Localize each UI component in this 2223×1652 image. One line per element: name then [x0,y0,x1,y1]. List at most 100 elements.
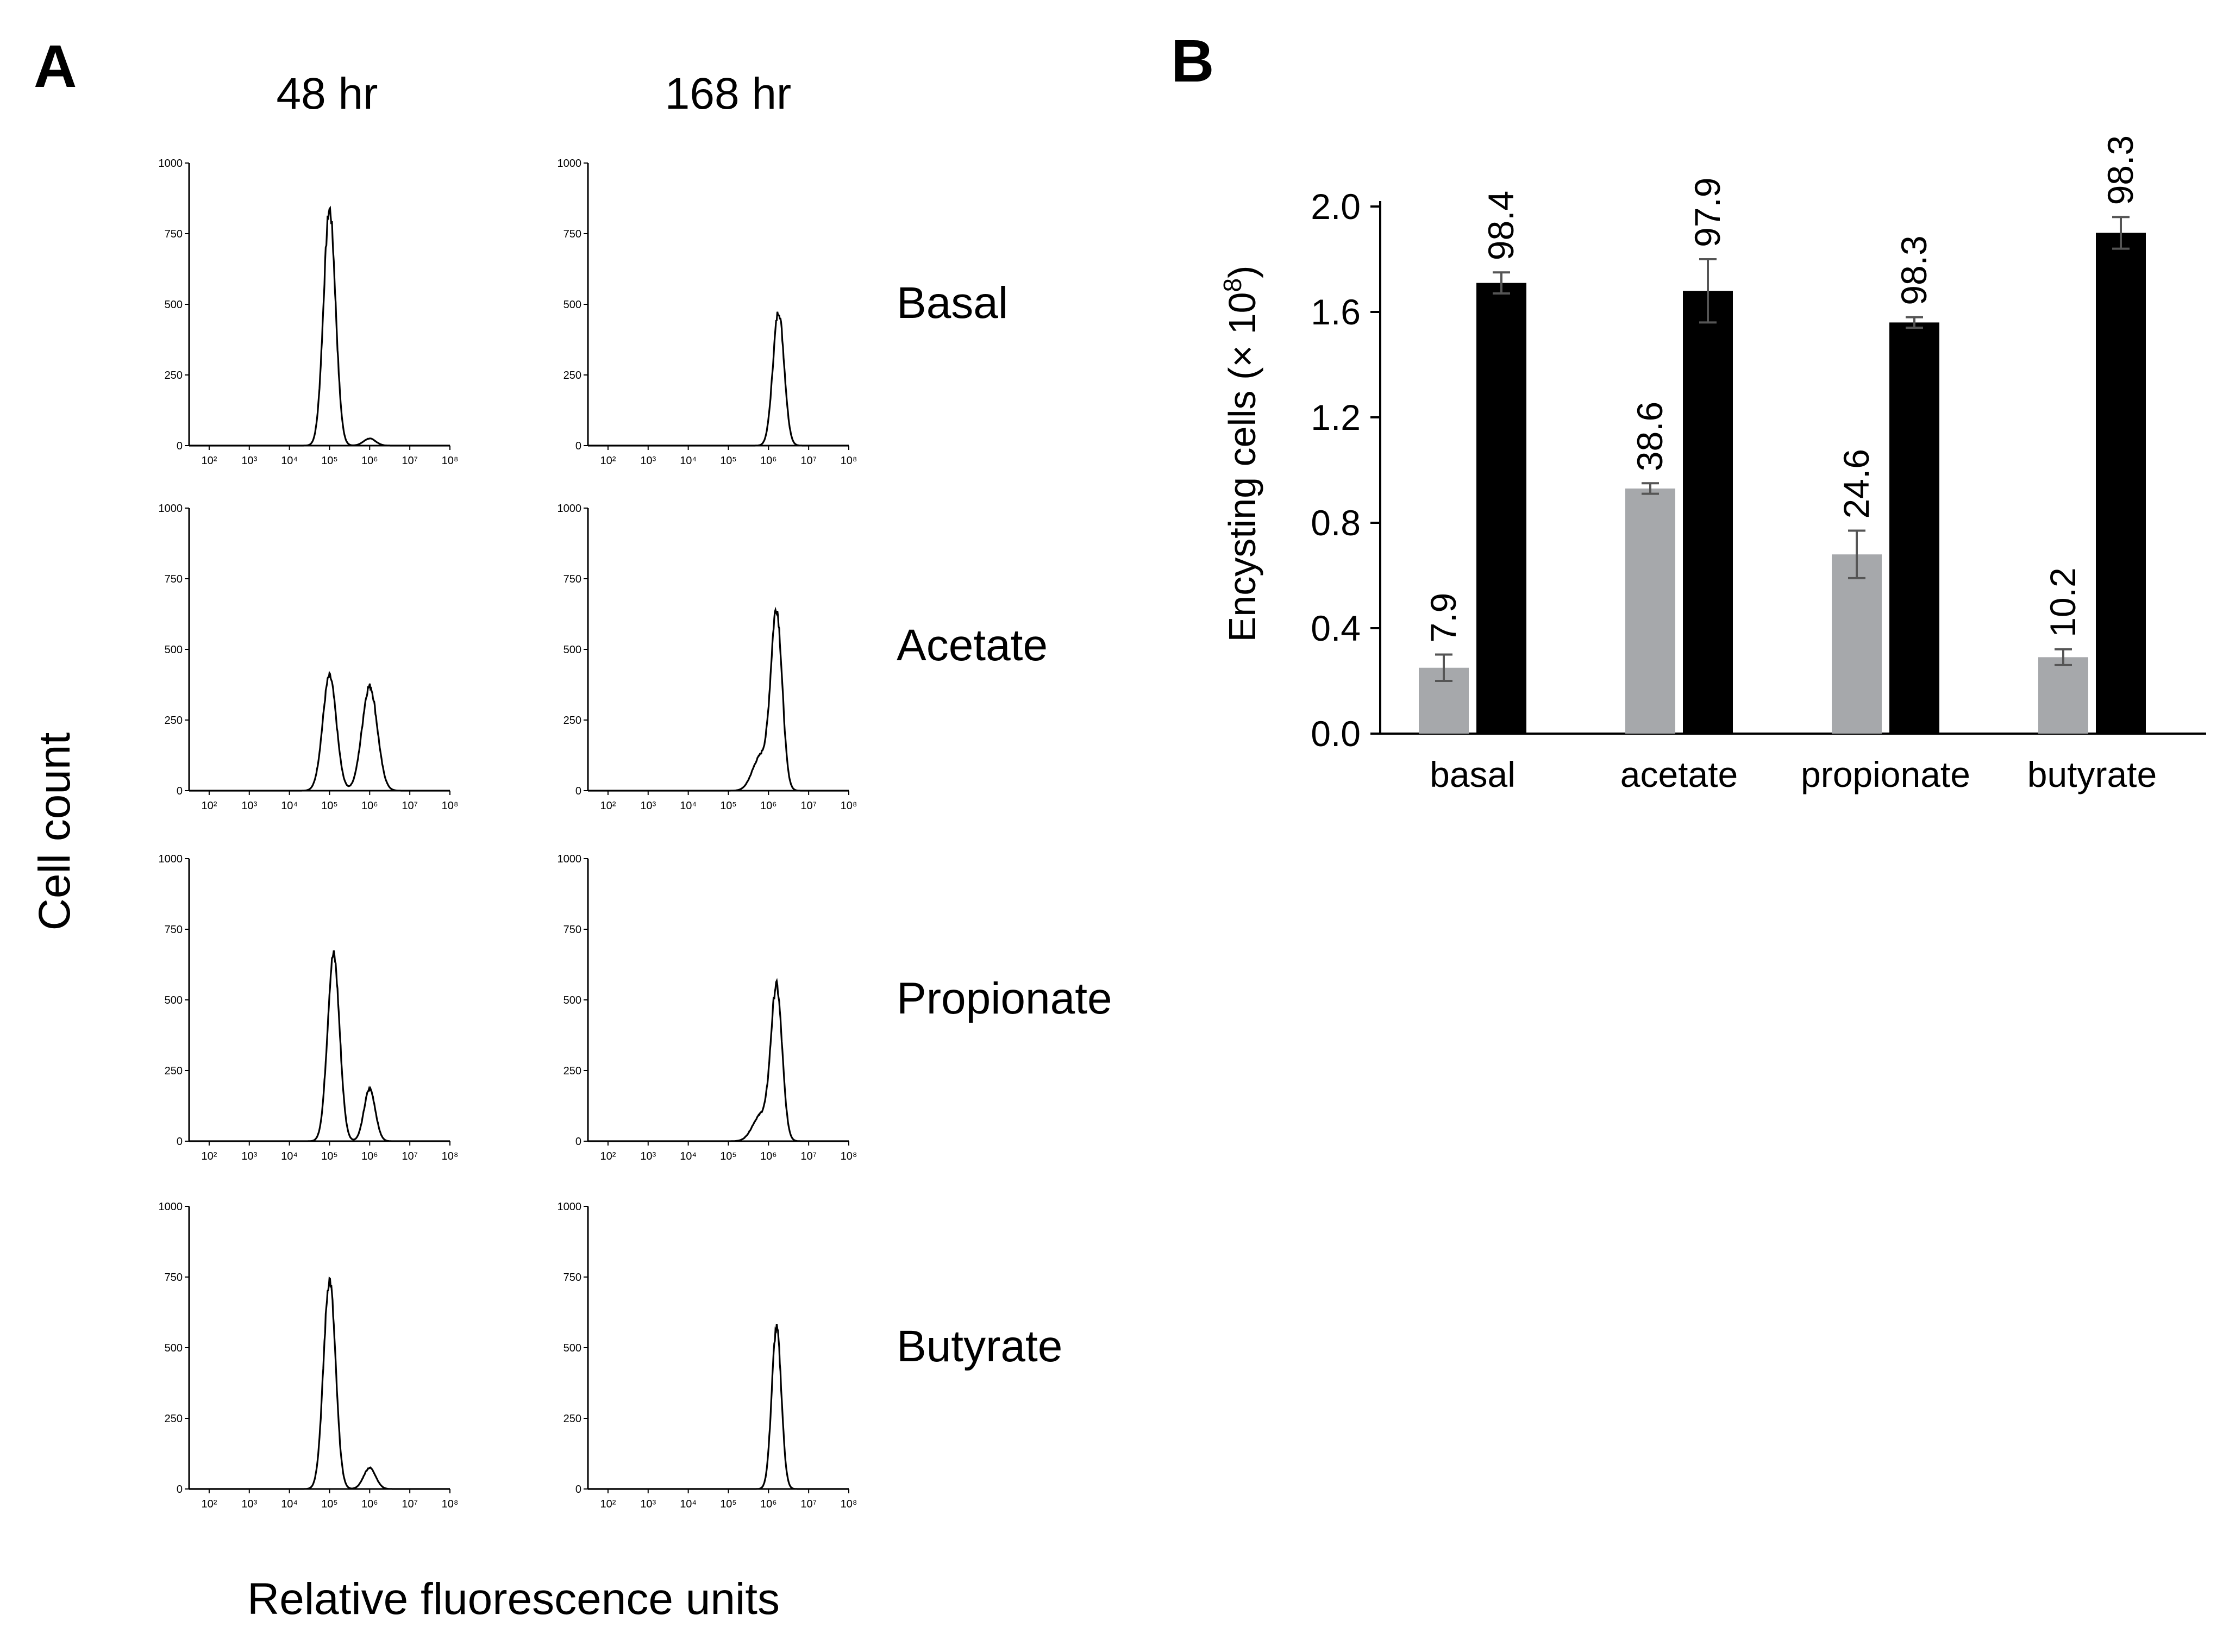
histogram-y-tick-label: 0 [177,785,183,797]
histogram-x-tick-label: 10⁸ [841,1150,857,1162]
histogram-y-tick-label: 750 [563,228,581,240]
histogram-x-tick-label: 10⁴ [281,1498,298,1510]
histogram-x-tick-label: 10³ [241,1498,257,1510]
bar-chart: 0.0 0.4 0.8 1.2 1.6 2.0 basal 7.9 98.4 acetate 38.… [1311,135,2206,794]
histogram-x-tick-label: 10⁴ [680,1498,697,1510]
histogram-propionate-168hr: 0 250 500 750 1000 10² 10³ 10⁴ 10⁵ 10⁶ 10⁷ 10⁸ [558,853,857,1162]
histogram-x-tick-label: 10⁶ [361,1150,378,1162]
bar-acetate-48hr [1625,488,1675,734]
histogram-x-tick-label: 10⁶ [361,455,378,467]
histogram-x-tick-label: 10⁷ [800,1498,816,1510]
bar-y-tick-label: 1.2 [1311,397,1361,437]
histogram-y-tick-label: 500 [165,994,183,1006]
bar-propionate-48hr [1832,554,1882,734]
histogram-y-tick-label: 500 [563,1342,581,1354]
histogram-y-tick-label: 500 [165,299,183,311]
histogram-y-tick-label: 250 [165,1413,183,1425]
histogram-y-tick-label: 250 [165,370,183,381]
histogram-x-tick-label: 10³ [241,800,257,812]
histogram-x-tick-label: 10⁸ [442,455,459,467]
histogram-curve [588,1323,849,1490]
histogram-curve [189,1276,450,1490]
histogram-x-tick-label: 10⁸ [841,800,857,812]
histogram-curve [588,606,849,792]
histogram-x-tick-label: 10⁷ [800,455,816,467]
histogram-y-tick-label: 750 [563,573,581,585]
bar-y-tick-label: 0.8 [1311,503,1361,543]
row-label-propionate: Propionate [897,974,1112,1023]
histogram-x-tick-label: 10⁸ [442,1150,459,1162]
histogram-x-tick-label: 10⁶ [760,455,777,467]
bar-y-tick-label: 0.0 [1311,714,1361,754]
histogram-x-tick-label: 10² [201,1498,217,1510]
row-label-butyrate: Butyrate [897,1322,1062,1371]
histogram-x-tick-label: 10² [600,1498,616,1510]
histogram-x-tick-label: 10⁴ [680,1150,697,1162]
histogram-x-tick-label: 10⁴ [281,455,298,467]
histogram-curve [588,978,849,1142]
histogram-x-tick-label: 10⁵ [720,455,737,467]
histogram-y-tick-label: 250 [165,715,183,727]
histogram-x-tick-label: 10⁵ [720,800,737,812]
histogram-x-tick-label: 10⁶ [361,1498,378,1510]
histogram-x-tick-label: 10⁷ [402,800,417,812]
histogram-y-tick-label: 0 [575,440,581,452]
data-label: 10.2 [2043,567,2083,637]
histogram-x-tick-label: 10⁵ [321,1150,338,1162]
histogram-y-tick-label: 250 [563,1065,581,1077]
histogram-x-tick-label: 10⁷ [402,1150,417,1162]
histogram-x-tick-label: 10² [201,800,217,812]
histogram-y-tick-label: 500 [165,644,183,656]
histogram-x-tick-label: 10⁸ [841,1498,857,1510]
histogram-x-tick-label: 10⁵ [321,800,338,812]
histogram-curve [189,671,450,792]
data-label: 97.9 [1687,178,1727,247]
histogram-y-tick-label: 0 [575,785,581,797]
data-label: 98.3 [1894,235,1934,305]
histogram-y-tick-label: 500 [563,994,581,1006]
histogram-x-tick-label: 10⁴ [281,800,298,812]
histogram-x-tick-label: 10³ [640,800,656,812]
histogram-x-tick-label: 10³ [640,455,656,467]
histogram-x-tick-label: 10⁵ [720,1150,737,1162]
histogram-x-tick-label: 10⁴ [680,800,697,812]
histogram-acetate-48hr: 0 250 500 750 1000 10² 10³ 10⁴ 10⁵ 10⁶ 10⁷ 10⁸ [159,503,459,812]
histogram-x-tick-label: 10⁴ [680,455,697,467]
histogram-x-tick-label: 10² [201,1150,217,1162]
histogram-y-tick-label: 0 [575,1136,581,1148]
histogram-x-tick-label: 10⁵ [321,1498,338,1510]
histogram-y-tick-label: 250 [165,1065,183,1077]
histogram-x-tick-label: 10⁶ [760,1498,777,1510]
histogram-x-tick-label: 10⁵ [321,455,338,467]
histogram-x-tick-label: 10³ [640,1498,656,1510]
histogram-y-tick-label: 0 [177,1136,183,1148]
histogram-y-tick-label: 750 [165,573,183,585]
histogram-y-tick-label: 750 [165,228,183,240]
category-label-propionate: propionate [1801,754,1970,794]
histogram-x-tick-label: 10² [201,455,217,467]
histogram-x-tick-label: 10⁶ [361,800,378,812]
histogram-curve [588,311,849,447]
histogram-x-tick-label: 10⁸ [442,1498,459,1510]
histogram-y-tick-label: 250 [563,715,581,727]
histogram-y-tick-label: 0 [177,440,183,452]
category-label-basal: basal [1430,754,1516,794]
histogram-y-tick-label: 750 [165,924,183,936]
column-title-168hr: 168 hr [665,69,792,118]
histogram-butyrate-48hr: 0 250 500 750 1000 10² 10³ 10⁴ 10⁵ 10⁶ 10⁷ 10⁸ [159,1201,459,1510]
panel-b-letter: B [1171,28,1214,95]
category-label-acetate: acetate [1620,754,1738,794]
histogram-x-tick-label: 10⁶ [760,1150,777,1162]
histogram-x-tick-label: 10⁷ [800,800,816,812]
data-label: 98.3 [2100,135,2140,205]
histogram-y-tick-label: 1000 [159,158,183,170]
bar-y-axis-title-sup: 8 [1218,278,1247,292]
histogram-basal-48hr: 0 250 500 750 1000 10² 10³ 10⁴ 10⁵ 10⁶ 10⁷ 10⁸ [159,158,459,467]
row-label-acetate: Acetate [897,621,1048,670]
histogram-x-tick-label: 10² [600,1150,616,1162]
histogram-y-tick-label: 750 [563,924,581,936]
histogram-propionate-48hr: 0 250 500 750 1000 10² 10³ 10⁴ 10⁵ 10⁶ 10⁷ 10⁸ [159,853,459,1162]
bar-acetate-168hr [1683,291,1733,734]
histogram-y-tick-label: 1000 [159,503,183,515]
